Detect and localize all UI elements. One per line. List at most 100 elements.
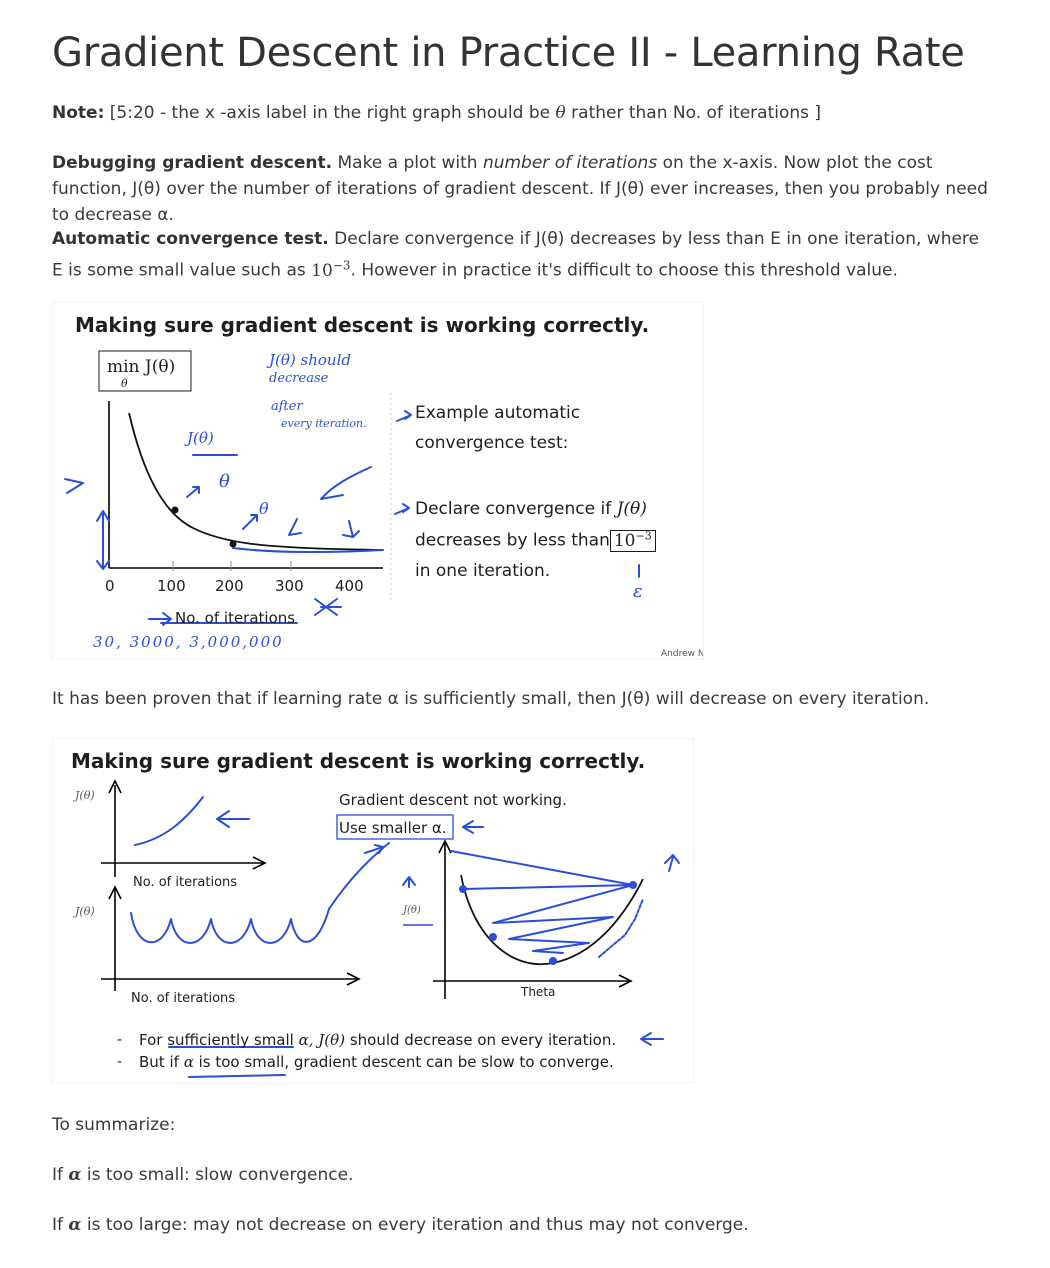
slide2-jtheta-bottom: J(θ) bbox=[75, 905, 95, 918]
slide2-bullet2-dash: - bbox=[117, 1053, 122, 1070]
slide1-drawing bbox=[64, 350, 640, 626]
slide2-bullet1-post: should decrease on every iteration. bbox=[349, 1031, 617, 1049]
slide1-xtick-300: 300 bbox=[275, 577, 304, 595]
slide2-theta-label: Theta bbox=[521, 985, 556, 999]
slide2-jtheta-arrow bbox=[402, 876, 416, 888]
summary-line2-post: is too large: may not decrease on every … bbox=[86, 1215, 749, 1235]
slide2-box-arrow bbox=[462, 820, 484, 834]
slide2-oscillating-curve bbox=[130, 908, 330, 944]
convergence-label: Automatic convergence test. bbox=[52, 229, 329, 249]
slide2-bullet2-underline bbox=[188, 1074, 286, 1078]
debugging-paragraph: Debugging gradient descent. Make a plot … bbox=[52, 150, 992, 228]
slide2-bullet2-pre: But if bbox=[139, 1053, 179, 1071]
slide1-xtick-100: 100 bbox=[157, 577, 186, 595]
summary-line-small: If α is too small: slow convergence. bbox=[52, 1162, 992, 1188]
debugging-emphasis: number of iterations bbox=[482, 153, 658, 173]
slide2-top-arrow bbox=[216, 810, 250, 828]
slide2-bullet2-post: is too small, gradient descent can be sl… bbox=[198, 1053, 614, 1071]
slide2-xlabel-top: No. of iterations bbox=[133, 875, 238, 890]
slide1-example-arrow bbox=[396, 410, 412, 422]
summary-line1-pre: If bbox=[52, 1165, 63, 1185]
slide1-down-arrow-1 bbox=[288, 518, 302, 536]
slide1-scribble-arrow bbox=[320, 466, 372, 500]
slide1-curve-point-1 bbox=[171, 506, 179, 514]
slide2-overshoot-start bbox=[450, 850, 634, 886]
summary-line2-pre: If bbox=[52, 1215, 63, 1235]
slide1-hand-epsilon: ε bbox=[633, 581, 643, 602]
slide2-use-smaller: Use smaller α. bbox=[339, 819, 447, 837]
slide2-not-working: Gradient descent not working. bbox=[339, 791, 567, 809]
slide2-bullet-arrow bbox=[640, 1032, 664, 1046]
slide1-ylabel-box bbox=[98, 350, 192, 392]
slide1-hand-bottom: 30, 3000, 3,000,000 bbox=[93, 633, 284, 651]
slide1-hand-theta-1: θ bbox=[219, 471, 230, 492]
slide2-increasing-curve bbox=[134, 796, 204, 846]
slide1-declare-math: J(θ) bbox=[616, 499, 647, 519]
slide1-left-vertical-arrow bbox=[96, 510, 110, 570]
summary-line1-alpha: α bbox=[68, 1165, 82, 1185]
slide1-hand-should-2: decrease bbox=[269, 371, 329, 386]
note-theta: θ bbox=[555, 103, 566, 123]
slide1-hand-j-label: J(θ) bbox=[187, 429, 214, 447]
slide-learning-rate: Making sure gradient descent is working … bbox=[52, 738, 694, 1084]
slide1-xlabel: No. of iterations bbox=[175, 609, 296, 627]
slide2-small-steps bbox=[598, 898, 644, 958]
slide1-declare-text1: Declare convergence if bbox=[415, 499, 612, 519]
slide2-drawing bbox=[101, 779, 680, 1078]
slide1-title: Making sure gradient descent is working … bbox=[75, 313, 650, 337]
slide1-declare-line3: in one iteration. bbox=[415, 561, 551, 581]
note-label: Note: bbox=[52, 103, 105, 123]
slide2-title: Making sure gradient descent is working … bbox=[71, 749, 646, 773]
note-paragraph: Note: [5:20 - the x -axis label in the r… bbox=[52, 100, 992, 126]
slide1-ylabel-text: min J(θ) bbox=[107, 357, 176, 377]
slide1-declare-line1: Declare convergence if J(θ) bbox=[415, 499, 647, 519]
slide1-example-line1: Example automatic bbox=[415, 403, 581, 423]
slide1-declare-arrow bbox=[394, 503, 410, 515]
convergence-threshold: 10−3 bbox=[311, 258, 350, 281]
note-text-after: rather than No. of iterations ] bbox=[571, 103, 822, 123]
summary-line2-alpha: α bbox=[68, 1215, 82, 1235]
slide2-bullet1-alpha: α, bbox=[298, 1031, 314, 1049]
slide1-hand-theta-2: θ bbox=[259, 499, 269, 518]
slide2-jtheta-right: J(θ) bbox=[403, 905, 421, 916]
slide2-bullet1-dash: - bbox=[117, 1031, 122, 1048]
convergence-base: 10 bbox=[311, 260, 333, 281]
slide1-cost-curve bbox=[128, 412, 384, 551]
summary-heading: To summarize: bbox=[52, 1115, 176, 1135]
slide1-xtick-0: 0 bbox=[105, 577, 115, 595]
slide1-ylabel: min J(θ) bbox=[107, 357, 175, 377]
slide1-hand-should-3: after bbox=[271, 399, 303, 414]
slide2-bullet1-math: J(θ) bbox=[318, 1031, 346, 1049]
note-text-before: [5:20 - the x -axis label in the right g… bbox=[109, 103, 551, 123]
slide2-bullet2: But if α is too small, gradient descent … bbox=[139, 1053, 614, 1071]
slide1-hand-should-1: J(θ) should bbox=[269, 351, 351, 369]
slide2-bullet2-alpha: α bbox=[183, 1053, 194, 1071]
slide1-down-arrow-2 bbox=[342, 520, 360, 538]
slide2-overshoot-path bbox=[462, 884, 634, 954]
slide1-credit: Andrew Ng bbox=[661, 649, 704, 659]
slide2-xlabel-bottom: No. of iterations bbox=[131, 991, 236, 1006]
slide1-hand-should-4: every iteration. bbox=[281, 417, 367, 430]
slide1-example-line2: convergence test: bbox=[415, 433, 569, 453]
convergence-paragraph: Automatic convergence test. Declare conv… bbox=[52, 226, 992, 284]
slide2-jtheta-top: J(θ) bbox=[75, 789, 95, 802]
slide1-xtick-400: 400 bbox=[335, 577, 364, 595]
slide1-declare-text2: decreases by less than bbox=[415, 530, 610, 551]
slide1-arrow-2 bbox=[242, 514, 258, 530]
convergence-text1: Declare convergence if J(θ) decreases by… bbox=[52, 229, 980, 281]
slide1-threshold-exp: −3 bbox=[635, 529, 652, 542]
slide1-threshold-box: 10−3 bbox=[609, 529, 656, 552]
slide1-arrow-1 bbox=[186, 486, 200, 498]
page-title: Gradient Descent in Practice II - Learni… bbox=[52, 30, 965, 76]
slide-convergence-test: Making sure gradient descent is working … bbox=[52, 302, 704, 660]
debugging-text2: on the x-axis. Now plot the cost functio… bbox=[52, 153, 988, 225]
slide1-iterations-arrow bbox=[148, 612, 172, 626]
slide1-xtick-200: 200 bbox=[215, 577, 244, 595]
slide1-ylabel-sub: θ bbox=[121, 377, 128, 390]
proven-paragraph: It has been proven that if learning rate… bbox=[52, 689, 930, 709]
summary-line-large: If α is too large: may not decrease on e… bbox=[52, 1212, 992, 1238]
slide2-bullet1: For sufficiently small α, J(θ) should de… bbox=[139, 1031, 616, 1049]
slide1-declare-line2: decreases by less than 10−3 bbox=[415, 529, 656, 552]
summary-line1-post: is too small: slow convergence. bbox=[86, 1165, 354, 1185]
slide2-use-smaller-box bbox=[336, 814, 454, 840]
